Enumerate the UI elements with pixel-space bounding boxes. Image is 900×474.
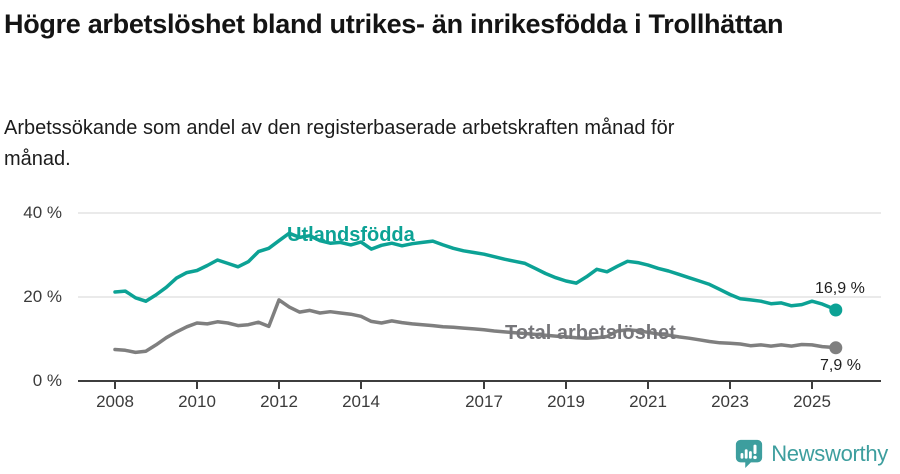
page-subtitle: Arbetssökande som andel av den registerb…	[4, 117, 675, 170]
x-tick-label: 2019	[547, 392, 585, 411]
x-tick-label: 2008	[96, 392, 134, 411]
x-tick-label: 2017	[465, 392, 503, 411]
x-tick-label: 2025	[793, 392, 831, 411]
x-tick-label: 2014	[342, 392, 380, 411]
newsworthy-bubble-chart-icon	[736, 439, 763, 469]
x-tick-label: 2023	[711, 392, 749, 411]
x-tick-label: 2012	[260, 392, 298, 411]
y-tick-label: 40 %	[23, 203, 62, 222]
end-value-label-utlandsfodda: 16,9 %	[815, 280, 865, 297]
series-label-utlandsfodda: Utlandsfödda	[287, 224, 415, 246]
series-label-total-arbetsloshet: Total arbetslöshet	[505, 322, 676, 344]
newsworthy-logo[interactable]: Newsworthy	[734, 438, 888, 469]
page-title: Högre arbetslöshet bland utrikes- än inr…	[4, 9, 784, 39]
series-end-dot-0	[829, 303, 843, 317]
x-tick-label: 2010	[178, 392, 216, 411]
series-line-1	[113, 298, 838, 355]
series-end-dot-1	[829, 341, 843, 355]
y-tick-label: 20 %	[23, 287, 62, 306]
series-line-0	[113, 231, 838, 312]
x-tick-label: 2021	[629, 392, 667, 411]
y-tick-label: 0 %	[32, 371, 62, 390]
newsworthy-wordmark: Newsworthy	[771, 440, 888, 466]
end-value-label-total: 7,9 %	[820, 357, 861, 374]
